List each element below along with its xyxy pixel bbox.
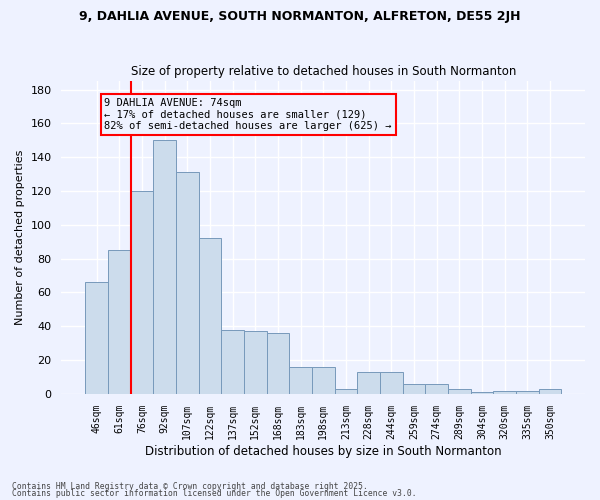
Text: Contains HM Land Registry data © Crown copyright and database right 2025.: Contains HM Land Registry data © Crown c… [12,482,368,491]
Bar [448,389,470,394]
Bar [312,367,335,394]
Text: 9, DAHLIA AVENUE, SOUTH NORMANTON, ALFRETON, DE55 2JH: 9, DAHLIA AVENUE, SOUTH NORMANTON, ALFRE… [79,10,521,23]
Bar [131,191,153,394]
Bar [108,250,131,394]
Bar [199,238,221,394]
Bar [266,333,289,394]
Bar [176,172,199,394]
Y-axis label: Number of detached properties: Number of detached properties [15,150,25,325]
Bar [425,384,448,394]
Bar [470,392,493,394]
Bar [539,389,561,394]
Bar [493,390,516,394]
Text: Contains public sector information licensed under the Open Government Licence v3: Contains public sector information licen… [12,489,416,498]
Bar [516,390,539,394]
Text: 9 DAHLIA AVENUE: 74sqm
← 17% of detached houses are smaller (129)
82% of semi-de: 9 DAHLIA AVENUE: 74sqm ← 17% of detached… [104,98,392,131]
Bar [153,140,176,394]
Bar [85,282,108,394]
Bar [403,384,425,394]
Bar [289,367,312,394]
Bar [244,332,266,394]
Title: Size of property relative to detached houses in South Normanton: Size of property relative to detached ho… [131,66,516,78]
Bar [335,389,357,394]
Bar [221,330,244,394]
Bar [380,372,403,394]
X-axis label: Distribution of detached houses by size in South Normanton: Distribution of detached houses by size … [145,444,502,458]
Bar [357,372,380,394]
